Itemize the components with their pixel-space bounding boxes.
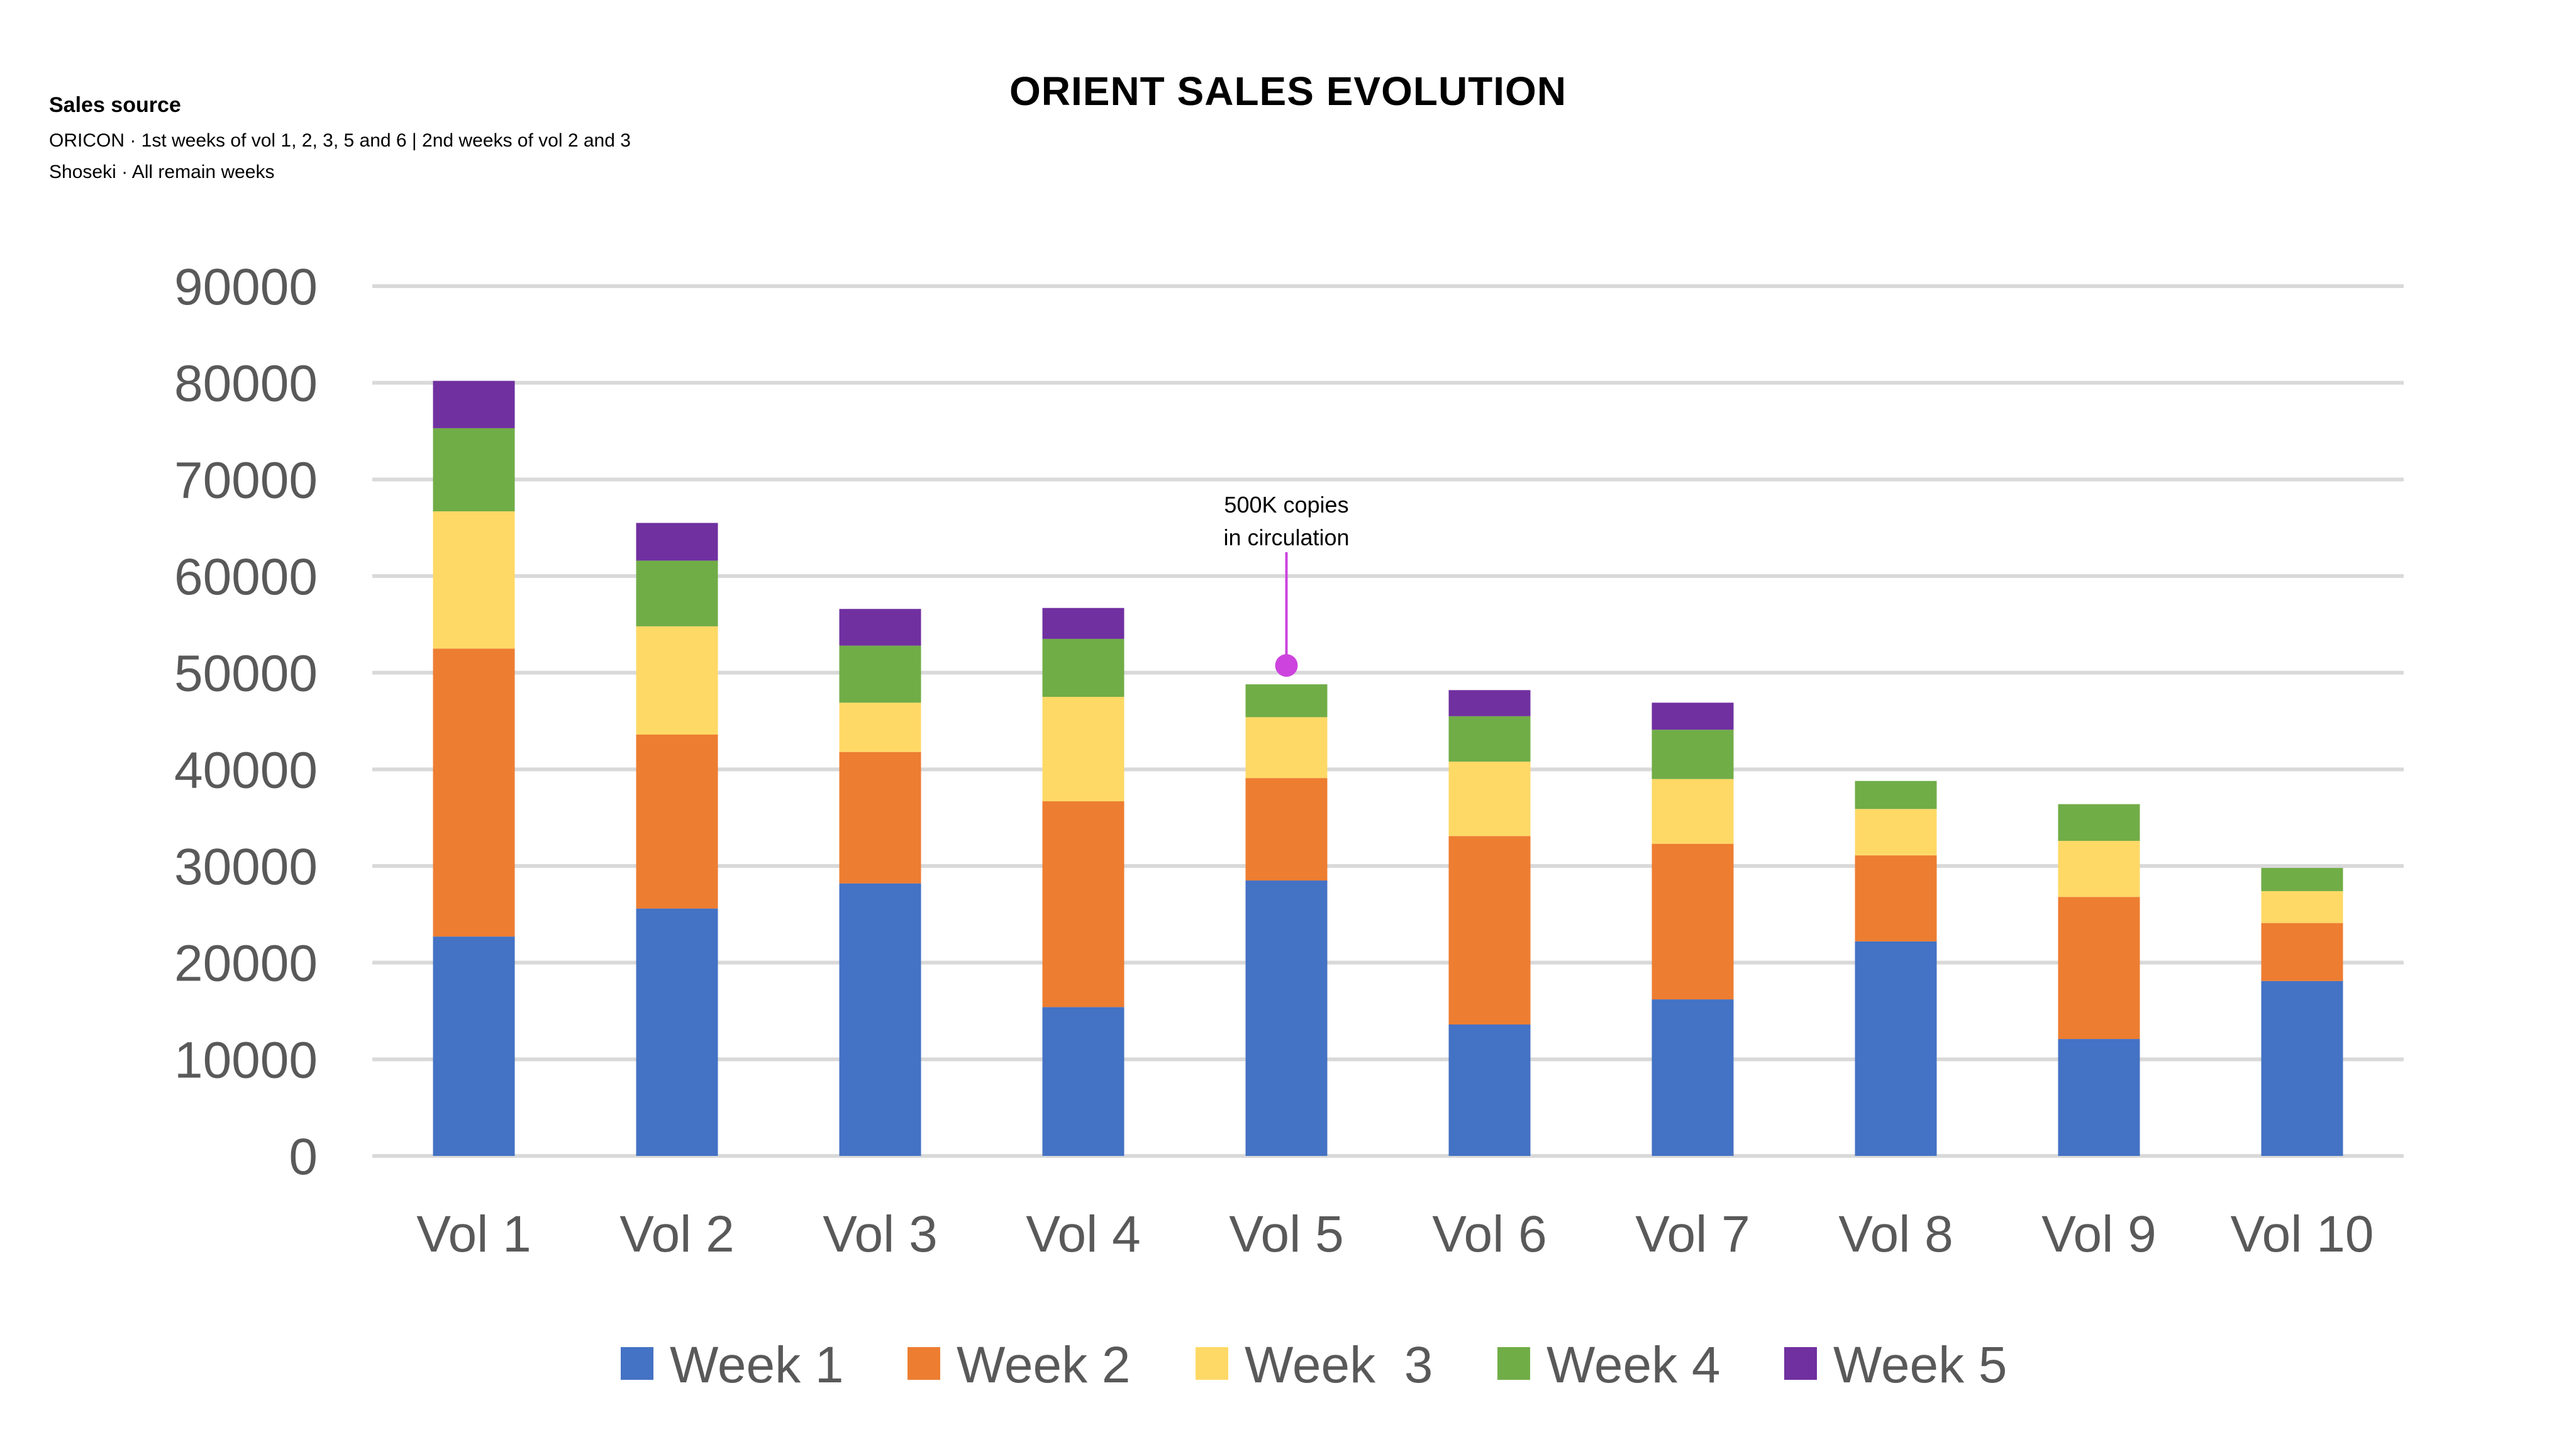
bar-vol-7-week-3 [1652,779,1734,844]
y-tick-label: 80000 [174,355,318,413]
bar-vol-4-week-3 [1042,697,1124,802]
bar-vol-4-week-5 [1042,608,1124,639]
sales-source-title: Sales source [49,93,181,117]
bar-vol-7-week-1 [1652,999,1734,1156]
y-tick-label: 30000 [174,838,318,896]
bar-vol-4-week-4 [1042,638,1124,697]
annotation-text-line: 500K copies [1224,492,1348,518]
bar-vol-10-week-1 [2261,980,2343,1156]
bar-vol-1-week-1 [433,936,515,1156]
bar-vol-6-week-5 [1448,690,1531,716]
y-axis-tick-labels: 0 10000 20000 30000 40000 50000 60000 70000 8000… [174,258,318,1185]
legend-label-week-5: Week 5 [1833,1336,2007,1394]
legend-swatch-week-3 [1196,1347,1228,1380]
legend-swatch-week-2 [908,1347,940,1380]
bar-vol-7-week-5 [1652,702,1734,730]
legend-swatch-week-1 [621,1347,653,1380]
bar-vol-1-week-4 [433,428,515,512]
x-tick-label-vol-6: Vol 6 [1432,1206,1546,1263]
x-tick-label-vol-4: Vol 4 [1026,1206,1140,1263]
bar-vol-1-week-5 [433,380,515,428]
legend-label-week-4: Week 4 [1546,1336,1721,1394]
bar-vol-10-week-2 [2261,923,2343,981]
bar-vol-7-week-2 [1652,843,1734,1000]
bar-vol-8-week-4 [1855,780,1937,809]
bar-vol-2-week-1 [636,908,718,1156]
bar-vol-1-week-2 [433,648,515,937]
bar-vol-9-week-4 [2058,804,2140,841]
legend-swatch-week-4 [1497,1347,1530,1380]
bar-vol-6-week-3 [1448,762,1531,836]
bar-vol-2-week-5 [636,523,718,561]
bars [433,380,2343,1156]
x-tick-label-vol-1: Vol 1 [416,1206,531,1263]
annotations: 500K copies in circulation [1223,492,1350,677]
bar-vol-3-week-3 [839,702,921,752]
sales-source-line-oricon: ORICON · 1st weeks of vol 1, 2, 3, 5 and… [49,130,631,151]
legend: Week 1 Week 2 Week 3 Week 4 Week 5 [621,1336,2007,1394]
legend-swatch-week-5 [1784,1347,1817,1380]
x-tick-label-vol-9: Vol 9 [2041,1206,2156,1263]
bar-vol-3-week-5 [839,609,921,646]
y-tick-label: 70000 [174,452,318,509]
bar-vol-6-week-1 [1448,1024,1531,1156]
x-tick-label-vol-7: Vol 7 [1635,1206,1750,1263]
sales-source-line-shoseki: Shoseki · All remain weeks [49,162,275,182]
legend-label-week-2: Week 2 [957,1336,1131,1394]
bar-vol-2-week-4 [636,560,718,626]
bar-vol-8-week-1 [1855,941,1937,1156]
bar-vol-4-week-2 [1042,801,1124,1008]
bar-vol-10-week-4 [2261,868,2343,891]
bar-vol-9-week-2 [2058,897,2140,1040]
bar-vol-3-week-2 [839,752,921,884]
x-tick-label-vol-10: Vol 10 [2231,1206,2374,1263]
bar-vol-3-week-1 [839,883,921,1156]
bar-vol-8-week-3 [1855,809,1937,856]
bar-vol-2-week-3 [636,626,718,735]
y-tick-label: 60000 [174,548,318,606]
legend-label-week-1: Week 1 [670,1336,844,1394]
y-tick-label: 20000 [174,935,318,992]
bar-vol-6-week-4 [1448,716,1531,762]
bar-vol-9-week-1 [2058,1039,2140,1156]
bar-vol-1-week-3 [433,511,515,649]
y-tick-label: 50000 [174,645,318,702]
legend-label-week-3: Week 3 [1245,1336,1433,1394]
bar-vol-5-week-2 [1245,778,1328,881]
x-tick-label-vol-2: Vol 2 [619,1206,734,1263]
bar-vol-10-week-3 [2261,891,2343,923]
bar-vol-6-week-2 [1448,836,1531,1025]
bar-vol-5-week-1 [1245,880,1328,1156]
bar-vol-5-week-3 [1245,717,1328,779]
y-tick-label: 0 [289,1128,318,1185]
bar-vol-4-week-1 [1042,1007,1124,1156]
annotation-marker-dot [1275,654,1298,677]
y-tick-label: 40000 [174,741,318,799]
y-tick-label: 10000 [174,1031,318,1089]
annotation-text-line: in circulation [1223,525,1349,550]
x-axis-category-labels: Vol 1 Vol 2 Vol 3 Vol 4 Vol 5 Vol 6 Vol 7 Vol 8… [416,1206,2373,1263]
x-tick-label-vol-5: Vol 5 [1229,1206,1343,1263]
sales-source-note: Sales source ORICON · 1st weeks of vol 1… [49,93,631,188]
chart-title: ORIENT SALES EVOLUTION [1009,69,1567,114]
bar-vol-2-week-2 [636,735,718,909]
x-tick-label-vol-8: Vol 8 [1838,1206,1953,1263]
y-tick-label: 90000 [174,258,318,316]
bar-vol-7-week-4 [1652,730,1734,779]
bar-vol-9-week-3 [2058,841,2140,897]
bar-vol-5-week-4 [1245,684,1328,718]
x-tick-label-vol-3: Vol 3 [823,1206,937,1263]
bar-vol-8-week-2 [1855,855,1937,941]
bar-vol-3-week-4 [839,645,921,703]
